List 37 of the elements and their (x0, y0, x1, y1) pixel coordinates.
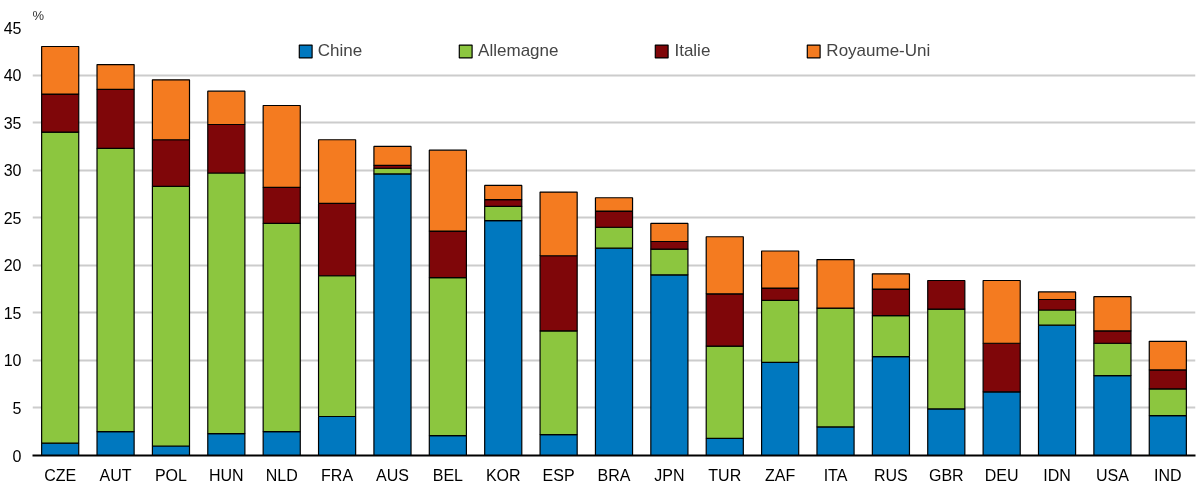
y-tick-label: 30 (3, 162, 22, 180)
x-tick-label: AUT (99, 466, 132, 484)
y-tick-label: 15 (3, 304, 22, 322)
bar (373, 145, 412, 167)
x-tick-label: NLD (265, 466, 298, 484)
y-tick-label: 20 (3, 257, 22, 275)
y-tick-label: 25 (3, 209, 22, 227)
x-tick-label: BRA (597, 466, 631, 484)
legend-label: Royaume-Uni (826, 41, 931, 61)
x-tick-label: BEL (432, 466, 464, 484)
legend-label: Italie (674, 41, 711, 61)
y-tick-label: 0 (12, 447, 22, 465)
x-tick-label: IND (1154, 466, 1182, 484)
x-tick-label: ZAF (765, 466, 796, 484)
y-tick-label: 35 (3, 114, 22, 132)
x-tick-label: DEU (984, 466, 1019, 484)
y-axis-title: % (32, 7, 45, 23)
x-tick-label: AUS (376, 466, 409, 484)
x-tick-label: USA (1095, 466, 1130, 484)
x-tick-label: FRA (321, 466, 354, 484)
x-tick-label: JPN (654, 466, 685, 484)
legend-label: Allemagne (478, 41, 559, 61)
x-tick-label: POL (154, 466, 188, 484)
x-tick-label: IDN (1043, 466, 1071, 484)
x-tick-label: KOR (485, 466, 521, 484)
y-tick-label: 40 (3, 67, 22, 85)
legend-label: Chine (317, 41, 363, 61)
x-tick-label: HUN (209, 466, 244, 484)
x-tick-label: TUR (708, 466, 742, 484)
y-tick-label: 5 (12, 399, 22, 417)
y-tick-label: 45 (3, 19, 22, 37)
x-tick-label: GBR (928, 466, 964, 484)
x-tick-label: ITA (823, 466, 848, 484)
x-tick-label: CZE (44, 466, 77, 484)
x-tick-label: RUS (874, 466, 908, 484)
x-tick-label: ESP (542, 466, 575, 484)
y-tick-label: 10 (3, 352, 22, 370)
